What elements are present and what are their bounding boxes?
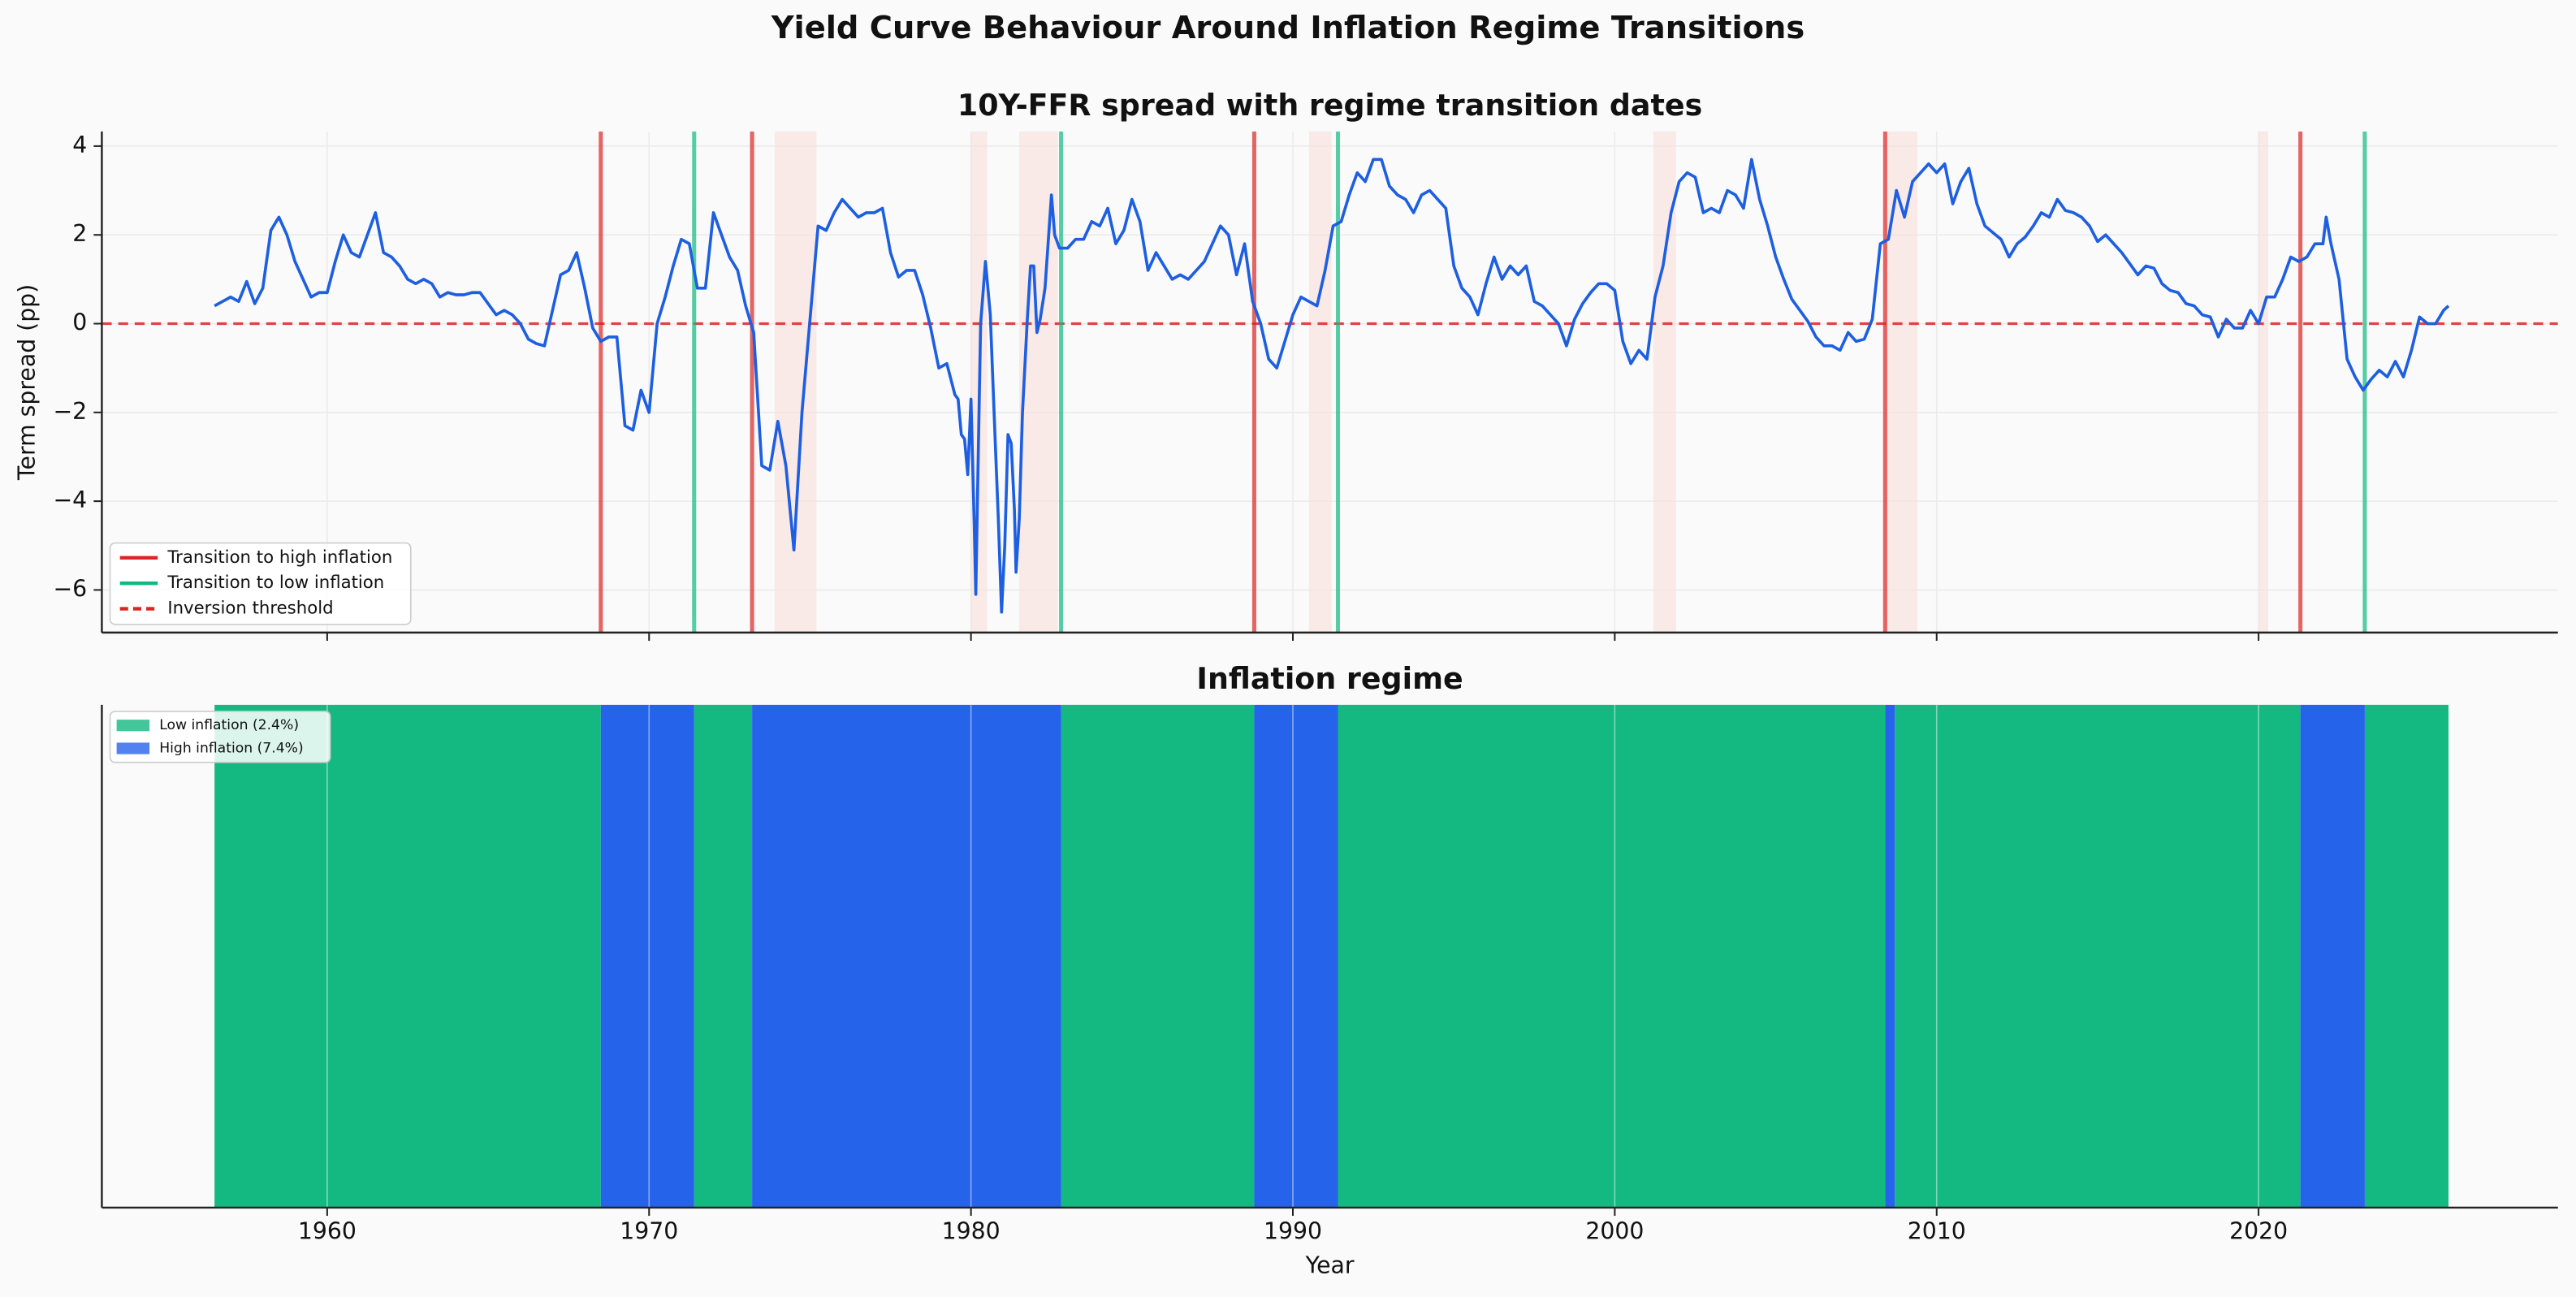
- y-tick-label: −2: [53, 398, 87, 425]
- shaded-span: [774, 131, 817, 633]
- regime-bar: [2364, 704, 2448, 1208]
- regime-bar: [1338, 704, 1886, 1208]
- legend-label: Transition to low inflation: [166, 573, 384, 593]
- x-tick-label: 2000: [1585, 1217, 1644, 1244]
- legend-label: Low inflation (2.4%): [159, 717, 299, 733]
- regime-bar: [2300, 704, 2365, 1208]
- x-axis-label: Year: [1305, 1252, 1355, 1279]
- legend-swatch: [116, 742, 150, 754]
- figure-title: Yield Curve Behaviour Around Inflation R…: [771, 10, 1805, 46]
- shaded-span: [2258, 131, 2269, 633]
- regime-bar: [1895, 704, 2301, 1208]
- y-tick-label: −4: [53, 486, 87, 513]
- regime-bar: [1254, 704, 1338, 1208]
- legend-swatch: [116, 720, 150, 732]
- regime-bar: [694, 704, 753, 1208]
- legend-label: Transition to high inflation: [166, 547, 392, 568]
- x-tick-label: 1980: [942, 1217, 1001, 1244]
- x-tick-label: 2010: [1908, 1217, 1966, 1244]
- shaded-span: [1885, 131, 1917, 633]
- axes-title: Inflation regime: [1196, 661, 1463, 696]
- y-tick-label: −6: [53, 575, 87, 602]
- data-line: [214, 158, 2450, 614]
- plot-area: [102, 131, 2558, 633]
- y-tick-label: 2: [72, 220, 87, 247]
- axes-title: 10Y-FFR spread with regime transition da…: [957, 88, 1702, 123]
- x-tick-label: 1970: [620, 1217, 678, 1244]
- regime-bar: [214, 704, 601, 1208]
- x-tick-label: 1990: [1264, 1217, 1322, 1244]
- legend-label: High inflation (7.4%): [159, 740, 303, 756]
- legend-label: Inversion threshold: [167, 599, 333, 619]
- legend-box: [109, 542, 412, 625]
- y-axis-label: Term spread (pp): [13, 284, 40, 481]
- x-tick-label: 2020: [2229, 1217, 2288, 1244]
- regime-bar: [752, 704, 1061, 1208]
- shaded-span: [1308, 131, 1332, 633]
- regime-bar: [1885, 704, 1895, 1208]
- x-tick-label: 1960: [298, 1217, 357, 1244]
- legend-box: [109, 711, 331, 763]
- y-tick-label: 0: [72, 309, 87, 336]
- regime-bar: [1061, 704, 1255, 1208]
- regime-bar: [600, 704, 694, 1208]
- y-tick-label: 4: [72, 132, 87, 158]
